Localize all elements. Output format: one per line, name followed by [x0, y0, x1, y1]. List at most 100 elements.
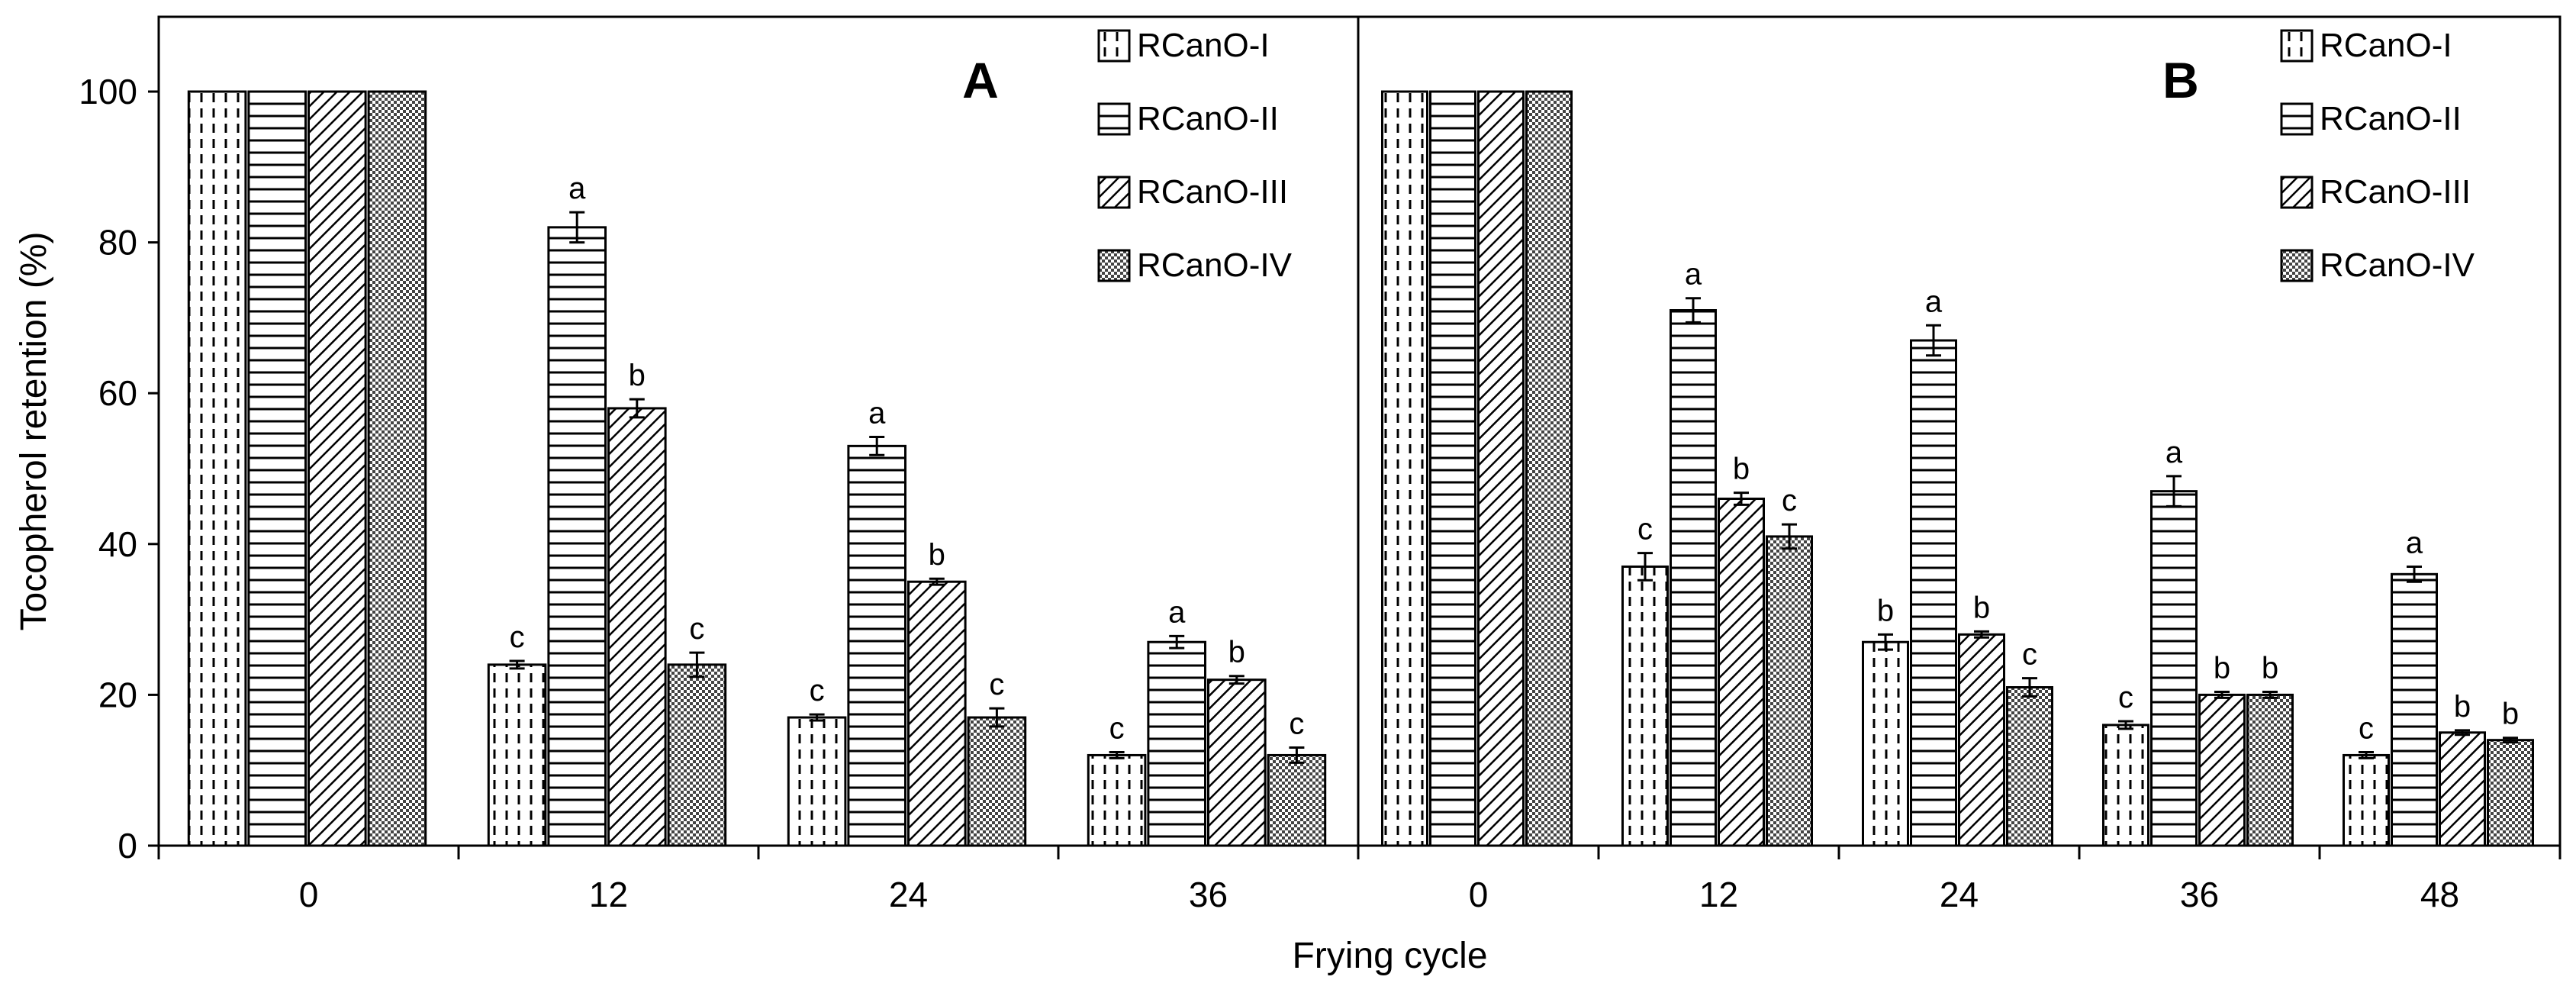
y-axis-title: Tocopherol retention (%): [14, 232, 54, 631]
bar-rcano-iv: [1267, 753, 1327, 847]
y-tick-label: 40: [98, 524, 137, 564]
bar-rcano-iv: [2006, 686, 2053, 847]
significance-label: b: [1733, 453, 1750, 486]
significance-label: c: [510, 620, 525, 654]
legend-swatch: [1097, 102, 1131, 136]
significance-label: a: [868, 397, 886, 430]
legend-label: RCanO-I: [1137, 27, 1270, 64]
bar-rcano-i: [2102, 724, 2149, 847]
x-tick-label: 48: [2420, 875, 2459, 914]
y-tick-label: 100: [79, 72, 137, 111]
legend-label: RCanO-IV: [2320, 247, 2475, 284]
bar-rcano-i: [487, 663, 547, 847]
significance-label: b: [1877, 594, 1894, 627]
significance-label: a: [2406, 526, 2423, 559]
significance-label: c: [2359, 711, 2374, 745]
bar-rcano-iii: [308, 90, 367, 847]
bar-rcano-iv: [367, 90, 427, 847]
legend-swatch: [1097, 176, 1131, 209]
x-tick-label: 12: [1699, 875, 1738, 914]
x-tick-label: 0: [299, 875, 319, 914]
bar-rcano-ii: [2150, 490, 2198, 847]
bar-rcano-ii: [1429, 90, 1476, 847]
significance-label: b: [1228, 636, 1245, 669]
legend-label: RCanO-II: [2320, 100, 2462, 137]
significance-label: b: [629, 359, 646, 392]
bar-rcano-i: [1862, 640, 1909, 847]
bar-rcano-iv: [667, 663, 727, 847]
significance-label: c: [689, 612, 704, 646]
x-tick-label: 36: [1189, 875, 1228, 914]
significance-label: b: [929, 538, 945, 572]
bar-rcano-i: [187, 90, 247, 847]
significance-label: c: [1637, 513, 1653, 546]
significance-label: b: [2454, 690, 2471, 724]
bar-rcano-ii: [247, 90, 307, 847]
significance-label: a: [1168, 595, 1186, 629]
significance-label: b: [2502, 698, 2519, 731]
bar-rcano-iv: [967, 716, 1027, 847]
bar-rcano-ii: [2391, 572, 2438, 847]
x-tick-label: 0: [1469, 875, 1489, 914]
significance-label: c: [2022, 638, 2037, 672]
bar-rcano-i: [787, 716, 847, 847]
bar-rcano-iii: [1958, 633, 2005, 847]
bar-rcano-iv: [1525, 90, 1573, 847]
legend-label: RCanO-III: [1137, 173, 1288, 211]
legend-layer: RCanO-I RCanO-II RCanO-III RCanO-IV RCanO-I R…: [1097, 27, 2475, 284]
bar-rcano-ii: [547, 226, 607, 847]
legend-swatch: [2280, 176, 2314, 209]
significance-label: b: [2214, 651, 2230, 685]
legend-label: RCanO-II: [1137, 100, 1279, 137]
significance-label: c: [810, 674, 825, 708]
significance-label: a: [1685, 258, 1702, 292]
bar-rcano-iii: [1477, 90, 1525, 847]
significance-label: c: [2118, 681, 2133, 714]
legend-label: RCanO-I: [2320, 27, 2452, 64]
legend-label: RCanO-IV: [1137, 247, 1293, 284]
panel-label: A: [962, 52, 999, 108]
bar-rcano-ii: [847, 444, 907, 847]
bar-rcano-iii: [1718, 498, 1765, 847]
significance-label: a: [568, 172, 586, 205]
bar-rcano-iv: [2246, 693, 2294, 847]
legend-swatch: [2280, 29, 2314, 63]
legend-label: RCanO-III: [2320, 173, 2471, 211]
y-tick-label: 20: [98, 675, 137, 714]
bar-rcano-i: [1621, 565, 1669, 847]
legend-swatch: [1097, 29, 1131, 63]
bar-rcano-ii: [1670, 309, 1717, 847]
bar-rcano-iv: [1766, 535, 1813, 847]
significance-label: c: [1782, 484, 1797, 517]
bar-rcano-iii: [607, 407, 667, 847]
significance-label: a: [2165, 436, 2183, 469]
significance-label: c: [989, 668, 1004, 701]
significance-label: c: [1109, 711, 1125, 745]
significance-label: c: [1289, 708, 1304, 741]
x-tick-label: 24: [889, 875, 928, 914]
x-axis-title: Frying cycle: [1292, 936, 1487, 976]
bar-rcano-iii: [907, 580, 967, 847]
bar-rcano-i: [1381, 90, 1428, 847]
x-tick-label: 12: [589, 875, 628, 914]
significance-label: b: [1973, 591, 1990, 624]
bar-rcano-i: [1087, 753, 1147, 847]
bar-rcano-iii: [1207, 679, 1267, 847]
bar-rcano-ii: [1910, 339, 1957, 847]
bar-rcano-iii: [2439, 731, 2486, 847]
y-tick-label: 0: [118, 826, 137, 865]
bar-rcano-ii: [1147, 640, 1207, 847]
bars-layer: [187, 90, 2534, 847]
axes-layer: 0 20 40 60 80 100 Tocopherol retention (%) Fryi…: [14, 15, 2562, 976]
bar-rcano-iii: [2198, 693, 2246, 847]
legend-swatch: [1097, 249, 1131, 282]
significance-label: a: [1925, 285, 1943, 318]
bar-rcano-i: [2343, 753, 2390, 847]
y-tick-label: 60: [98, 373, 137, 413]
x-tick-label: 24: [1940, 875, 1979, 914]
panel-label: B: [2162, 52, 2199, 108]
x-tick-label: 36: [2180, 875, 2219, 914]
